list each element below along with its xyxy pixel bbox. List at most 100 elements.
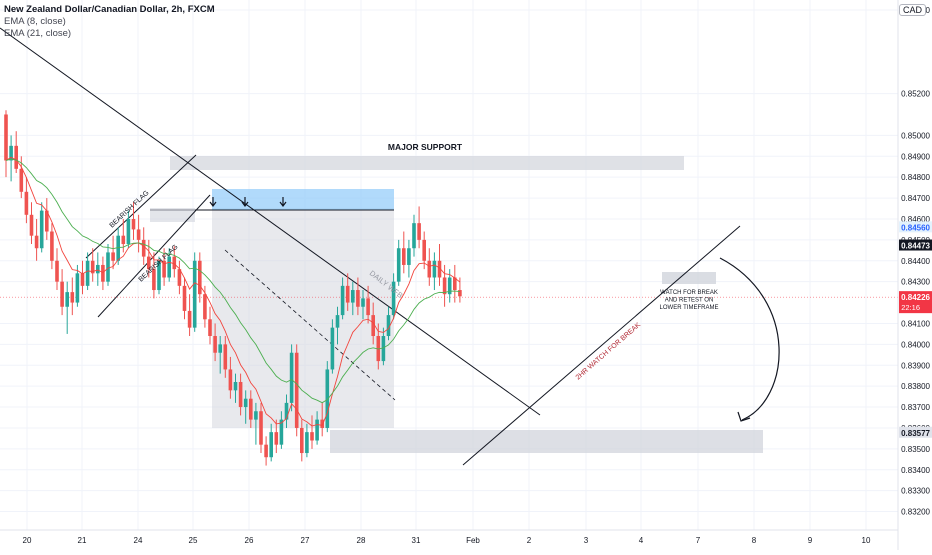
trendline-main [0,27,541,416]
y-tick-label: 0.83300 [901,487,930,496]
currency-badge[interactable]: CAD [898,4,926,16]
x-tick-label: 7 [696,536,701,545]
price-tag-bg [899,239,932,251]
price-tag-countdown: 22:16 [901,303,920,312]
candle-body [417,223,421,240]
candles [4,110,462,466]
candle-body [345,285,350,303]
price-tag-bg [899,291,932,314]
blue-zone [212,189,394,210]
y-tick-label: 0.84300 [901,278,930,287]
x-tick-label: 10 [862,536,871,545]
candle-body [55,260,59,282]
candle-body [228,369,233,391]
y-tick-label: 0.83400 [901,466,930,475]
candle-body [65,292,69,307]
candle-body [4,114,8,161]
watch-break-label-line: LOWER TIMEFRAME [660,305,719,311]
candle-body [147,256,151,270]
candle-body [106,252,110,282]
candle-body [198,260,202,295]
x-tick-label: Feb [466,536,480,545]
y-tick-label: 0.84800 [901,173,930,182]
candle-body [381,336,386,362]
y-tick-label: 0.83700 [901,403,930,412]
candle-body [238,381,243,408]
candle-body [325,369,330,428]
candle-body [14,145,18,169]
y-tick-label: 0.85200 [901,90,930,99]
candle-body [167,256,171,278]
candle-body [447,277,452,295]
candle-body [264,444,268,458]
candle-body [422,239,426,261]
x-tick-label: 27 [301,536,310,545]
candle-body [162,260,166,278]
candle-body [101,264,105,282]
candle-body [437,260,442,278]
candle-body [152,269,156,291]
candle-body [407,248,411,265]
candle-body [182,285,187,311]
candle-body [39,210,44,249]
candle-body [305,432,309,454]
candle-body [371,315,375,337]
candle-body [75,273,80,303]
candle-body [254,411,258,420]
down-arrow-icon [241,197,249,207]
candle-body [402,248,406,265]
candle-body [310,432,314,441]
candle-body [243,398,248,408]
candle-body [141,239,146,257]
x-tick-label: 4 [639,536,644,545]
price-tag-label: 0.84226 [901,293,930,302]
candle-body [335,315,340,328]
x-tick-label: 3 [584,536,589,545]
candle-body [24,191,29,215]
legend-ema8: EMA (8, close) [4,16,66,27]
x-tick-label: 26 [245,536,254,545]
price-tag-bg [899,221,932,233]
candle-body [442,277,447,295]
candle-body [356,290,360,307]
x-tick-label: 8 [752,536,757,545]
projection-arrowhead-icon [737,411,751,422]
watch-break-label-line: WATCH FOR BREAK [660,290,718,296]
flag-zone [150,208,195,222]
candle-body [376,336,381,362]
candle-body [187,310,192,328]
candle-body [259,411,263,445]
watch-2hr-label: 2HR WATCH FOR BREAK [575,321,643,381]
down-arrow-icon [209,197,217,207]
major-support-label: MAJOR SUPPORT [388,142,463,152]
y-tick-label: 0.83900 [901,361,930,370]
watch-break-label-line: AND RETEST ON [665,298,714,304]
candle-body [320,419,324,428]
y-tick-label: 0.84400 [901,257,930,266]
candle-body [131,218,136,230]
legend-ema21: EMA (21, close) [4,28,72,39]
y-tick-label: 0.84100 [901,319,930,328]
candle-body [289,352,294,403]
candle-body [279,419,284,445]
flag-upper-line [85,154,197,259]
candle-body [340,285,345,316]
price-tag-label: 0.84560 [901,223,930,232]
x-tick-label: 24 [134,536,143,545]
candle-body [9,145,13,161]
candle-body [458,290,462,297]
candle-body [366,298,370,316]
candle-body [121,235,126,245]
price-tag-label: 0.83577 [901,429,930,438]
candle-body [157,260,161,291]
projection-curve [719,257,780,421]
chart-legend: New Zealand Dollar/Canadian Dollar, 2h, … [4,4,215,40]
candle-body [391,281,396,316]
candle-body [177,269,182,286]
candle-body [351,290,355,303]
candle-body [233,381,238,391]
candle-body [172,256,177,270]
price-tag-label: 0.84473 [901,242,930,251]
